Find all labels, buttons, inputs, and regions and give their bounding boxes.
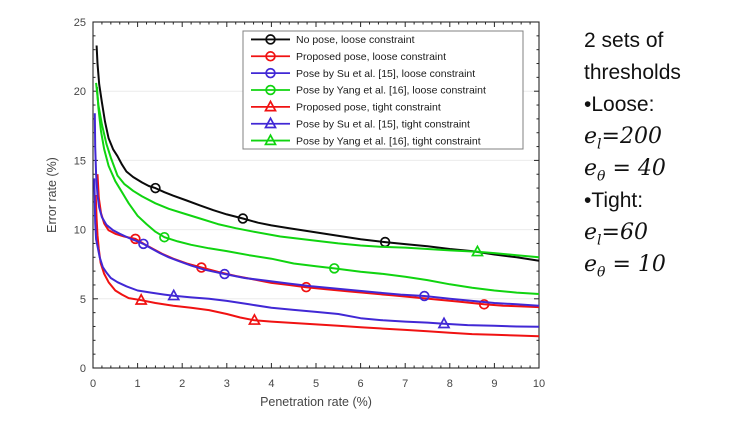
series-marker-circle xyxy=(265,84,276,96)
series-marker-circle xyxy=(419,290,430,302)
legend-item: Pose by Su et al. [15], tight constraint xyxy=(251,116,470,130)
series-marker-circle xyxy=(478,299,490,310)
x-tick-label: 6 xyxy=(358,378,364,390)
y-tick-label: 20 xyxy=(74,86,86,98)
legend-item-label: Pose by Yang et al. [16], loose constrai… xyxy=(296,85,486,97)
x-tick-label: 7 xyxy=(402,378,408,390)
note-line: eθ = 10 xyxy=(584,252,666,281)
note-line: •Tight: xyxy=(584,189,644,212)
series-line xyxy=(93,113,540,307)
series-pose-by-yang-et-al-16-loose-constraint xyxy=(96,86,540,295)
series-marker-triangle xyxy=(248,313,261,325)
legend-item: Pose by Yang et al. [16], tight constrai… xyxy=(251,133,481,147)
series-marker-triangle xyxy=(437,316,451,329)
x-axis-label: Penetration rate (%) xyxy=(260,395,372,409)
series-marker-triangle xyxy=(264,133,277,146)
y-tick-label: 0 xyxy=(80,363,86,375)
series-marker-circle xyxy=(159,231,170,243)
note-line: eθ = 40 xyxy=(584,156,666,185)
error-vs-penetration-chart: 0 1 2 3 4 5 6 7 8 9 10 0 5 10 15 20 25 No pose, loose con… xyxy=(45,17,545,409)
x-tick-label: 9 xyxy=(491,378,497,390)
y-tick-label: 10 xyxy=(74,225,86,237)
series-proposed-pose-tight-constraint xyxy=(94,194,540,338)
series-marker-circle xyxy=(237,213,249,224)
series-marker-circle xyxy=(265,34,276,45)
x-tick-label: 8 xyxy=(447,378,453,390)
y-axis-label: Error rate (%) xyxy=(45,157,59,233)
series-marker-circle xyxy=(265,67,276,79)
note-line: el=200 xyxy=(584,124,662,153)
x-tick-label: 5 xyxy=(313,378,319,390)
series-pose-by-su-et-al-15-loose-constraint xyxy=(93,113,540,307)
legend-item-label: Pose by Su et al. [15], tight constraint xyxy=(296,118,470,130)
series-marker-circle xyxy=(150,182,161,194)
legend-item-label: Pose by Yang et al. [16], tight constrai… xyxy=(296,135,481,147)
thresholds-note: 2 sets of thresholds •Loose: el=200 eθ = 40 •… xyxy=(584,25,738,281)
series-line xyxy=(93,178,540,328)
x-tick-label: 10 xyxy=(533,378,545,390)
note-line: el=60 xyxy=(584,220,648,249)
y-tick-label: 25 xyxy=(74,17,86,29)
x-tick-label: 1 xyxy=(135,378,141,390)
legend-item: Pose by Su et al. [15], loose constraint xyxy=(251,68,475,80)
legend-item-label: Pose by Su et al. [15], loose constraint xyxy=(296,68,475,80)
series-line xyxy=(95,82,540,259)
legend-item: Pose by Yang et al. [16], loose constrai… xyxy=(251,85,486,97)
x-tick-label: 3 xyxy=(224,378,230,390)
series-marker-triangle xyxy=(471,244,484,257)
note-line: •Loose: xyxy=(584,93,655,116)
series-marker-triangle xyxy=(264,116,277,129)
legend-item-label: No pose, loose constraint xyxy=(296,34,415,46)
series-marker-circle xyxy=(219,268,230,280)
legend-item: Proposed pose, tight constraint xyxy=(251,99,441,114)
x-tick-label: 2 xyxy=(179,378,185,390)
series-marker-triangle xyxy=(167,288,181,301)
x-tick-label: 0 xyxy=(90,378,96,390)
note-line: thresholds xyxy=(584,61,681,84)
legend-item-label: Proposed pose, loose constraint xyxy=(296,51,446,63)
x-tick-label: 4 xyxy=(268,378,274,390)
series-marker-triangle xyxy=(134,293,148,305)
series-pose-by-yang-et-al-16-tight-constraint xyxy=(95,82,540,259)
y-tick-label: 15 xyxy=(74,155,86,167)
legend-item: Proposed pose, loose constraint xyxy=(251,51,446,63)
series-marker-circle xyxy=(265,51,276,62)
series-line xyxy=(96,86,540,295)
series-line xyxy=(95,45,540,262)
note-line: 2 sets of xyxy=(584,29,664,52)
series-line xyxy=(94,194,540,338)
series-pose-by-su-et-al-15-tight-constraint xyxy=(93,178,540,329)
legend-item-label: Proposed pose, tight constraint xyxy=(296,102,441,114)
series-marker-circle xyxy=(329,263,340,274)
series-no-pose-loose-constraint xyxy=(95,45,540,262)
y-tick-label: 5 xyxy=(80,294,86,306)
legend-item: No pose, loose constraint xyxy=(251,34,415,46)
legend: No pose, loose constraint Proposed pose, … xyxy=(242,30,524,150)
series-marker-circle xyxy=(138,238,149,250)
series-marker-triangle xyxy=(264,99,277,112)
